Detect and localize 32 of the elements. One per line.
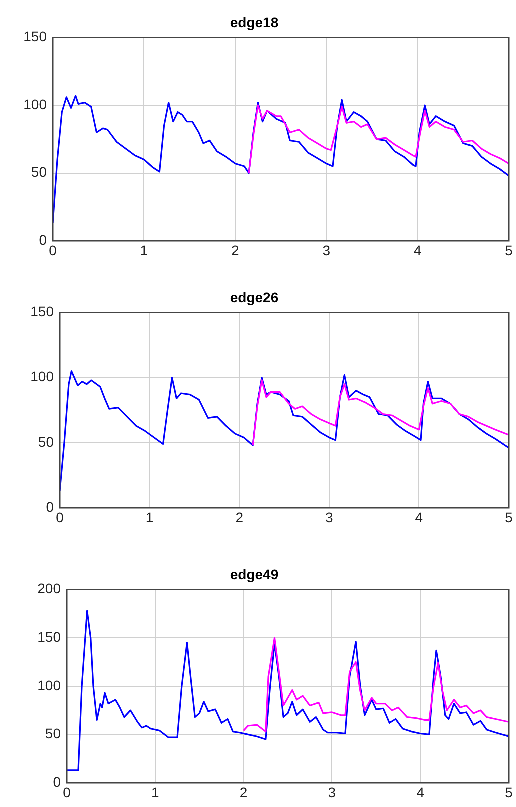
x-tick-label: 2 [232, 242, 240, 258]
y-tick-label: 150 [24, 28, 48, 45]
y-tick-label: 0 [46, 498, 54, 515]
y-tick-label: 50 [31, 164, 48, 180]
y-tick-label: 150 [30, 304, 54, 320]
y-tick-label: 50 [38, 434, 54, 450]
y-tick-label: 200 [38, 580, 62, 597]
chart-title: edge26 [230, 289, 279, 306]
x-tick-label: 1 [140, 242, 148, 258]
y-tick-label: 0 [53, 774, 62, 790]
x-tick-label: 1 [152, 784, 160, 800]
x-tick-label: 4 [414, 242, 422, 258]
x-tick-label: 5 [505, 509, 514, 526]
x-tick-label: 3 [322, 242, 331, 258]
x-tick-label: 3 [328, 784, 336, 800]
x-tick-label: 2 [236, 509, 244, 526]
x-tick-label: 0 [63, 784, 72, 800]
chart-title: edge49 [230, 566, 279, 582]
x-tick-label: 4 [416, 784, 425, 800]
x-tick-label: 5 [505, 242, 514, 258]
y-tick-label: 0 [39, 232, 48, 248]
x-tick-label: 3 [326, 509, 334, 526]
x-tick-label: 1 [146, 509, 154, 526]
y-tick-label: 100 [38, 677, 62, 694]
x-tick-label: 5 [505, 784, 514, 800]
y-tick-label: 50 [45, 726, 62, 742]
x-tick-label: 4 [415, 509, 424, 526]
y-tick-label: 150 [38, 628, 62, 645]
x-tick-label: 2 [240, 784, 248, 800]
chart-title: edge18 [230, 14, 279, 30]
y-tick-label: 100 [30, 368, 54, 385]
y-tick-label: 100 [24, 96, 48, 112]
